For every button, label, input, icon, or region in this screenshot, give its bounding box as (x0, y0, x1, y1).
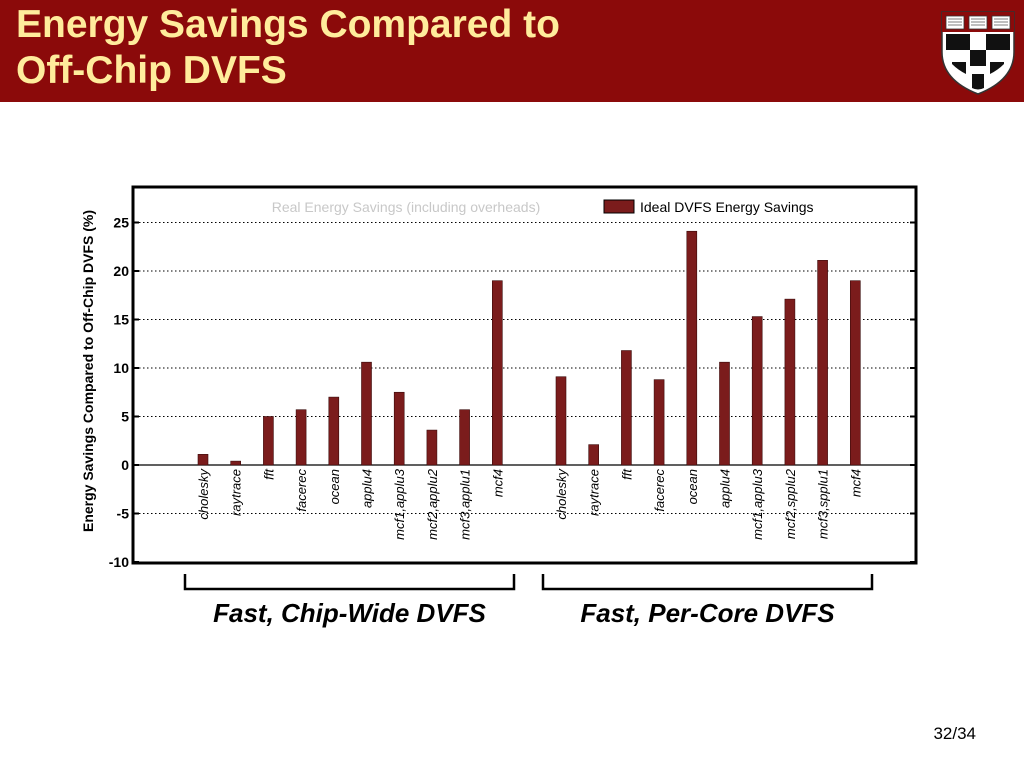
bar (393, 391, 405, 466)
category-label: applu4 (718, 469, 733, 508)
category-label: mcf2,spplu2 (783, 468, 798, 539)
category-label: ocean (327, 469, 342, 504)
bar (491, 280, 503, 466)
y-tick-label: 15 (113, 312, 129, 328)
legend-label-real: Real Energy Savings (including overheads… (272, 199, 540, 215)
bar (328, 396, 340, 466)
category-label: cholesky (554, 468, 569, 520)
bar (588, 444, 600, 466)
bar (263, 416, 274, 466)
y-tick-label: 0 (121, 457, 129, 473)
category-label: mcf4 (490, 469, 505, 497)
bar (426, 429, 438, 466)
y-tick-label: 5 (121, 409, 129, 425)
category-label: mcf1,applu3 (392, 468, 407, 540)
bar (555, 376, 567, 466)
bar (361, 361, 372, 466)
slide-title-line-2: Off-Chip DVFS (16, 49, 287, 92)
bar (653, 379, 665, 466)
bar (784, 298, 796, 466)
category-label: mcf3,spplu1 (816, 469, 831, 539)
title-bar: Energy Savings Compared to Off-Chip DVFS (0, 0, 1024, 102)
y-axis-label: Energy Savings Compared to Off-Chip DVFS… (80, 210, 96, 532)
category-label: mcf2,applu2 (425, 468, 440, 540)
category-label: ocean (685, 469, 700, 504)
category-label: cholesky (196, 468, 211, 520)
legend-swatch-ideal (603, 199, 635, 214)
bar (295, 409, 307, 466)
category-label: facerec (294, 469, 309, 512)
category-label: fft (261, 468, 276, 480)
y-tick-label: 20 (113, 263, 129, 279)
y-tick-label: -5 (117, 506, 130, 522)
bar (719, 361, 730, 466)
bar (751, 316, 763, 466)
bar (849, 280, 861, 466)
category-label: raytrace (587, 469, 602, 516)
slide-title: Energy Savings Compared to Off-Chip DVFS (16, 2, 560, 94)
category-label: mcf4 (848, 469, 863, 497)
slide-title-line-1: Energy Savings Compared to (16, 3, 560, 46)
category-label: applu4 (360, 469, 375, 508)
y-tick-label: -10 (109, 554, 129, 570)
category-label: facerec (652, 469, 667, 512)
group-label-per-core: Fast, Per-Core DVFS (580, 598, 835, 628)
bar (621, 350, 632, 466)
category-label: mcf1,applu3 (750, 468, 765, 540)
bar (459, 409, 470, 466)
group-label-chip-wide: Fast, Chip-Wide DVFS (213, 598, 486, 628)
category-label: raytrace (229, 469, 244, 516)
bar (230, 460, 241, 466)
page-number: 32/34 (933, 724, 976, 743)
category-label: fft (619, 468, 634, 480)
plot-frame (131, 185, 918, 565)
university-shield-logo (941, 11, 1015, 95)
group-bracket (183, 574, 516, 591)
bar (817, 260, 828, 466)
y-tick-label: 10 (113, 360, 129, 376)
y-tick-label: 25 (113, 215, 129, 231)
category-label: mcf3,applu1 (458, 469, 473, 540)
bar (197, 454, 209, 466)
legend-label-ideal: Ideal DVFS Energy Savings (640, 199, 814, 215)
group-bracket (541, 574, 874, 591)
bar (686, 230, 698, 466)
